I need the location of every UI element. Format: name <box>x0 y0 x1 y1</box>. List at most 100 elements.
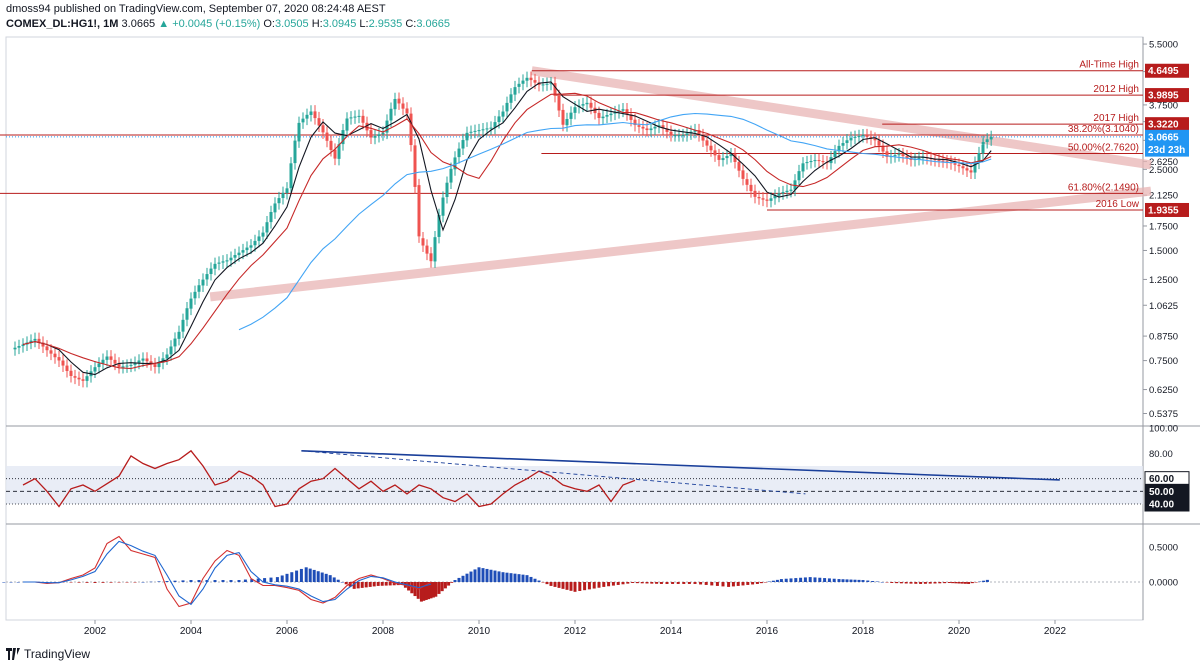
macd-histogram-bar <box>904 582 908 584</box>
time-tick-label: 2012 <box>564 626 587 637</box>
candle-body <box>533 80 537 83</box>
macd-histogram-bar <box>721 582 725 587</box>
candle-body <box>729 154 733 157</box>
candle-body <box>409 113 413 146</box>
macd-histogram-bar <box>640 582 644 584</box>
macd-histogram-bar <box>457 577 461 582</box>
candle-body <box>769 198 773 201</box>
candle-body <box>745 179 749 185</box>
candle-body <box>945 161 949 163</box>
candle-body <box>969 170 973 173</box>
macd-line <box>23 535 432 608</box>
candle-body <box>489 127 493 129</box>
candle-body <box>813 160 817 162</box>
macd-histogram-bar <box>857 579 861 582</box>
macd-histogram-bar <box>431 582 435 598</box>
publish-info: dmoss94 published on TradingView.com, Se… <box>6 3 386 15</box>
macd-histogram-bar <box>978 581 982 583</box>
candle-body <box>905 156 909 159</box>
macd-histogram-bar <box>173 580 177 582</box>
time-tick-label: 2008 <box>372 626 395 637</box>
candle-body <box>613 112 617 114</box>
macd-histogram-bar <box>308 568 312 582</box>
macd-histogram-bar <box>149 581 153 583</box>
candle-body <box>713 150 717 156</box>
open-value: 3.0505 <box>274 18 309 30</box>
macd-histogram-bar <box>440 582 444 592</box>
macd-histogram-bar <box>704 582 708 585</box>
candle-body <box>49 350 53 354</box>
macd-histogram-bar <box>671 582 675 584</box>
macd-histogram-bar <box>344 582 348 585</box>
candle-body <box>917 158 921 160</box>
candle-body <box>521 80 525 84</box>
macd-histogram-bar <box>736 582 740 586</box>
macd-histogram-bar <box>165 581 169 582</box>
time-tick-label: 2022 <box>1044 626 1067 637</box>
candle-body <box>665 128 669 132</box>
candle-body <box>957 164 961 167</box>
macd-histogram-bar <box>578 582 582 591</box>
candle-body <box>121 366 125 368</box>
candle-body <box>777 193 781 196</box>
macd-histogram-bar <box>501 572 505 582</box>
candle-body <box>225 260 229 262</box>
macd-histogram-bar <box>779 579 783 582</box>
macd-histogram-bar <box>775 579 779 582</box>
candle-body <box>101 359 105 364</box>
candle-body <box>657 125 661 127</box>
level-label: 2016 Low <box>1096 199 1140 210</box>
macd-histogram-bar <box>419 582 423 602</box>
macd-histogram-bar <box>497 571 501 582</box>
candle-body <box>469 131 473 133</box>
macd-histogram-bar <box>665 582 669 584</box>
macd-histogram-bar <box>841 579 845 582</box>
price-tick-label: 5.5000 <box>1149 40 1178 51</box>
macd-histogram-bar <box>101 582 105 583</box>
candle-body <box>29 340 33 343</box>
macd-histogram-bar <box>429 582 433 599</box>
macd-histogram-bar <box>461 575 465 582</box>
candle-body <box>457 148 461 158</box>
candle-body <box>153 364 157 367</box>
price-tick-label: 0.6250 <box>1149 385 1178 396</box>
macd-histogram-bar <box>157 581 161 582</box>
candle-body <box>73 376 77 378</box>
macd-histogram-bar <box>919 582 923 584</box>
candle-body <box>693 130 697 132</box>
candle-body <box>581 104 585 106</box>
macd-histogram-bar <box>427 582 431 600</box>
close-value: 3.0665 <box>416 18 450 30</box>
candle-body <box>229 257 233 261</box>
candle-body <box>441 197 445 216</box>
candle-body <box>309 111 313 115</box>
close-label: C: <box>405 18 417 30</box>
macd-histogram-bar <box>545 582 549 585</box>
rsi-axis-tag-label: 40.00 <box>1149 500 1174 511</box>
candle-body <box>261 232 265 237</box>
candle-body <box>685 133 689 136</box>
macd-histogram-bar <box>587 582 591 590</box>
macd-histogram-bar <box>553 582 557 587</box>
macd-histogram-bar <box>521 574 525 582</box>
axis-price-tag <box>1145 142 1189 157</box>
axis-price-tag-label: 3.3220 <box>1148 120 1179 131</box>
low-label: L: <box>359 18 369 30</box>
candle-body <box>17 346 21 348</box>
candle-body <box>465 132 469 141</box>
candle-body <box>129 364 133 366</box>
candle-body <box>293 140 297 164</box>
candle-body <box>393 98 397 110</box>
axis-price-tag <box>1145 129 1189 144</box>
candle-body <box>289 163 293 189</box>
candle-body <box>649 128 653 131</box>
candle-body <box>797 171 801 181</box>
candle-body <box>217 262 221 264</box>
candle-body <box>661 125 665 129</box>
macd-histogram-bar <box>422 582 426 601</box>
macd-histogram-bar <box>380 582 384 586</box>
candle-body <box>653 126 657 129</box>
candle-body <box>173 338 177 347</box>
macd-histogram-bar <box>693 582 697 584</box>
